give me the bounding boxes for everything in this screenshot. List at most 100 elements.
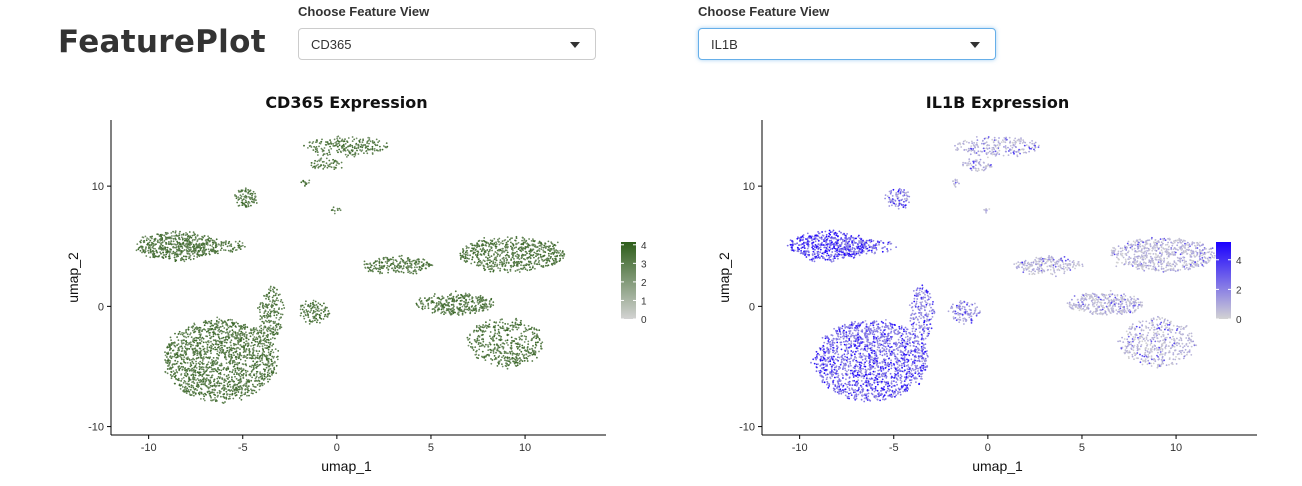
scatter-point: [174, 230, 177, 233]
scatter-point: [441, 297, 444, 300]
scatter-point: [319, 142, 322, 145]
scatter-point: [440, 308, 443, 311]
scatter-point: [181, 247, 184, 249]
scatter-point: [190, 368, 193, 371]
scatter-point: [484, 330, 487, 332]
scatter-point: [209, 394, 212, 397]
scatter-point: [184, 237, 186, 240]
scatter-point: [154, 247, 157, 250]
scatter-point: [327, 154, 329, 156]
scatter-point: [310, 307, 313, 310]
scatter-point: [471, 244, 474, 247]
scatter-point: [249, 335, 252, 338]
scatter-point: [851, 327, 854, 329]
feature-select-dropdown-right[interactable]: IL1B: [698, 28, 996, 60]
scatter-point: [214, 385, 217, 388]
scatter-point: [434, 310, 437, 312]
scatter-point: [521, 236, 524, 239]
scatter-point: [224, 241, 227, 244]
scatter-point: [140, 239, 143, 242]
feature-select-dropdown-left[interactable]: CD365: [298, 28, 596, 60]
y-tick-label: 0: [98, 301, 104, 313]
scatter-point: [261, 376, 264, 378]
scatter-point: [276, 328, 279, 331]
scatter-point: [243, 195, 246, 198]
scatter-point: [517, 362, 519, 364]
scatter-point: [260, 327, 263, 330]
scatter-point: [258, 385, 261, 388]
scatter-point: [462, 250, 465, 253]
scatter-point: [476, 337, 479, 340]
scatter-point: [204, 319, 207, 322]
scatter-point: [513, 360, 515, 363]
scatter-point: [307, 316, 310, 318]
scatter-point: [512, 326, 515, 328]
scatter-point: [554, 244, 557, 247]
scatter-point: [314, 147, 317, 149]
scatter-point: [258, 306, 261, 308]
scatter-point: [513, 258, 515, 260]
scatter-point: [250, 366, 253, 368]
scatter-point: [145, 255, 148, 257]
scatter-point: [515, 356, 518, 359]
scatter-point: [267, 369, 270, 372]
scatter-point: [161, 234, 164, 236]
scatter-point: [259, 360, 262, 362]
scatter-point: [199, 354, 202, 356]
scatter-point: [258, 329, 261, 332]
scatter-point: [311, 142, 314, 145]
scatter-point: [220, 329, 223, 332]
scatter-point: [241, 369, 244, 372]
scatter-point: [221, 337, 223, 340]
scatter-point: [245, 355, 247, 358]
scatter-point: [324, 309, 326, 312]
scatter-point: [489, 331, 492, 333]
scatter-point: [221, 377, 224, 380]
scatter-point: [179, 243, 182, 246]
scatter-point: [316, 149, 318, 152]
scatter-point: [314, 300, 317, 303]
scatter-point: [253, 373, 256, 376]
scatter-point: [238, 204, 241, 207]
scatter-point: [166, 346, 169, 349]
scatter-point: [501, 363, 503, 366]
scatter-point: [338, 144, 341, 147]
scatter-point: [146, 237, 149, 240]
scatter-point: [372, 142, 375, 144]
scatter-point: [881, 372, 884, 375]
scatter-point: [489, 343, 492, 346]
scatter-point: [468, 337, 471, 340]
scatter-point: [272, 351, 275, 354]
scatter-point: [478, 245, 481, 247]
scatter-point: [459, 296, 462, 299]
scatter-point: [303, 144, 305, 147]
scatter-point: [199, 238, 202, 240]
scatter-point: [234, 384, 237, 386]
scatter-point: [261, 345, 264, 347]
scatter-point: [213, 384, 216, 387]
scatter-point: [336, 143, 338, 145]
scatter-point: [185, 336, 188, 339]
scatter-point: [470, 346, 472, 348]
scatter-point: [264, 337, 267, 340]
scatter-point: [199, 246, 201, 248]
scatter-point: [261, 320, 264, 323]
scatter-point: [203, 395, 206, 398]
scatter-point: [853, 353, 856, 356]
scatter-point: [316, 151, 319, 153]
scatter-point: [261, 374, 263, 377]
scatter-point: [200, 391, 203, 394]
scatter-point: [170, 347, 172, 350]
scatter-point: [193, 394, 195, 397]
scatter-point: [533, 349, 535, 352]
scatter-point: [492, 265, 494, 268]
scatter-point: [204, 378, 207, 381]
scatter-point: [432, 308, 435, 310]
scatter-point: [480, 254, 483, 256]
scatter-point: [206, 390, 209, 393]
scatter-point: [532, 254, 535, 256]
scatter-point: [223, 344, 226, 347]
scatter-point: [222, 384, 225, 387]
scatter-point: [525, 240, 527, 243]
scatter-point: [464, 261, 467, 263]
